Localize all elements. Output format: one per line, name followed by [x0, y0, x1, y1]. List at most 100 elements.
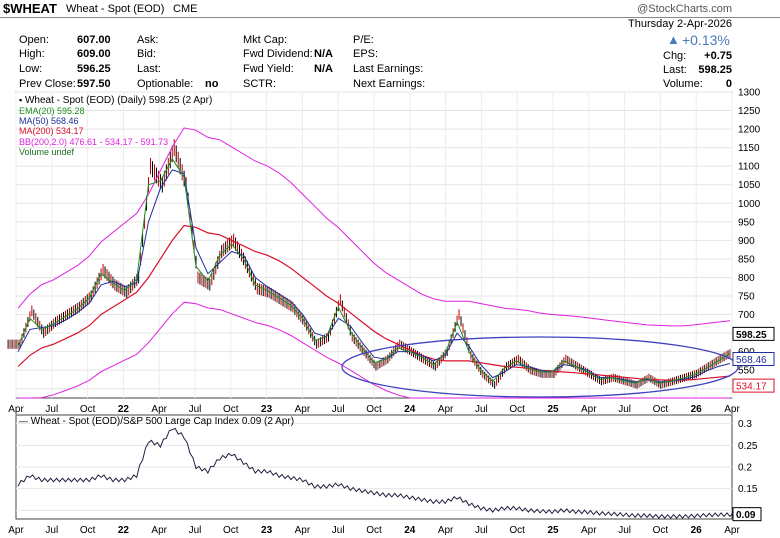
ratio-x-tick-label: Apr	[8, 525, 24, 536]
ratio-x-tick-label: Apr	[438, 525, 454, 536]
main-grid	[15, 91, 733, 398]
watermark: @StockCharts.com	[637, 3, 732, 15]
main-x-tick-label: Apr	[438, 404, 454, 415]
main-y-tick-label: 1050	[738, 180, 761, 191]
main-x-tick-label: Oct	[80, 404, 96, 415]
exchange: CME	[173, 3, 198, 15]
ratio-legend-icon: —	[19, 416, 28, 426]
ratio-x-tick-label: Apr	[724, 525, 740, 536]
main-y-tick-label: 550	[738, 366, 755, 377]
chg-label: Chg:	[663, 50, 687, 62]
ratio-tag-label: 0.09	[736, 510, 756, 521]
prev-close-value: 597.50	[77, 78, 111, 90]
main-x-tick-label: 22	[118, 404, 130, 415]
main-x-tick-label: Apr	[151, 404, 167, 415]
main-y-axis: 5005506006507007508008509009501000105011…	[738, 88, 761, 396]
ratio-x-tick-label: Oct	[509, 525, 525, 536]
ratio-legend: — Wheat - Spot (EOD)/S&P 500 Large Cap I…	[19, 416, 294, 427]
main-x-tick-label: Jul	[618, 404, 631, 415]
price-tag-box	[732, 352, 775, 367]
price-tag-label: 568.46	[736, 355, 767, 366]
low-value: 596.25	[77, 63, 111, 75]
main-y-tick-label: 1100	[738, 162, 760, 173]
ratio-x-tick-label: Apr	[151, 525, 167, 536]
ratio-series-line	[17, 427, 740, 519]
optionable-value: no	[205, 78, 219, 90]
volume-label: Volume:	[663, 78, 703, 90]
ratio-y-axis: 0.10.150.20.250.3	[738, 419, 758, 517]
symbol: $WHEAT	[3, 1, 57, 16]
ratio-x-tick-label: 22	[118, 525, 130, 536]
last-label: Last:	[137, 63, 161, 75]
main-y-tick-label: 950	[738, 217, 755, 228]
ratio-x-tick-label: Jul	[332, 525, 345, 536]
optionable-label: Optionable:	[137, 78, 194, 90]
legend-volume: Volume undef	[19, 147, 75, 157]
main-x-tick-label: 24	[404, 404, 416, 415]
ratio-x-tick-label: Jul	[45, 525, 58, 536]
main-x-tick-label: Oct	[223, 404, 239, 415]
bid-label: Bid:	[137, 48, 156, 60]
volume-value: 0	[725, 78, 732, 90]
chg-value: +0.75	[704, 50, 732, 62]
main-x-tick-label: 23	[261, 404, 273, 415]
main-x-axis: Apr Jul Oct 22 Apr Jul Oct 23 Apr Jul Oct 24 Apr Jul O…	[8, 404, 740, 415]
legend-ema20: EMA(20) 595.28	[19, 106, 85, 116]
main-x-tick-label: Jul	[189, 404, 202, 415]
fwd-dividend-value: N/A	[314, 48, 333, 60]
ratio-x-tick-label: 23	[261, 525, 273, 536]
main-x-tick-label: 25	[547, 404, 559, 415]
main-y-tick-label: 900	[738, 236, 755, 247]
legend-ma50: MA(50) 568.46	[19, 116, 79, 126]
main-y-tick-label: 700	[738, 310, 755, 321]
ratio-x-axis: Apr Jul Oct 22 Apr Jul Oct 23 Apr Jul Oct 24 Apr Jul O…	[8, 525, 740, 536]
ratio-x-tick-label: 24	[404, 525, 416, 536]
main-x-tick-label: Oct	[366, 404, 382, 415]
up-arrow-icon: ▲	[667, 32, 680, 47]
high-label: High:	[19, 48, 45, 60]
main-legend-title: ▪ Wheat - Spot (EOD) (Daily) 598.25 (2 A…	[19, 95, 212, 106]
ratio-x-tick-label: Jul	[618, 525, 631, 536]
instrument-name: Wheat - Spot (EOD)	[66, 3, 165, 15]
eps-label: EPS:	[353, 48, 379, 60]
last-price-value: 598.25	[698, 64, 732, 76]
main-y-tick-label: 750	[738, 292, 755, 303]
change-percent: +0.13%	[682, 32, 730, 48]
ratio-x-tick-label: Oct	[366, 525, 382, 536]
main-x-tick-label: Apr	[295, 404, 311, 415]
main-x-tick-label: Oct	[653, 404, 669, 415]
ratio-tag-box	[732, 507, 762, 522]
main-y-tick-label: 1150	[738, 143, 760, 154]
fwd-yield-label: Fwd Yield:	[243, 63, 294, 75]
ratio-y-tick-label: 0.2	[738, 463, 752, 474]
fwd-dividend-label: Fwd Dividend:	[243, 48, 313, 60]
header-divider	[0, 17, 780, 18]
main-legend-text: Wheat - Spot (EOD) (Daily) 598.25 (2 Apr…	[24, 95, 213, 106]
main-y-tick-label: 850	[738, 254, 755, 265]
price-tag-box	[732, 326, 775, 341]
pe-label: P/E:	[353, 34, 374, 46]
ratio-x-tick-label: Oct	[653, 525, 669, 536]
high-value: 609.00	[77, 48, 111, 60]
ratio-y-tick-label: 0.15	[738, 484, 758, 495]
last-earnings-label: Last Earnings:	[353, 63, 424, 75]
ratio-x-tick-label: Jul	[189, 525, 202, 536]
low-label: Low:	[19, 63, 43, 75]
price-tag-box	[732, 378, 775, 393]
main-y-tick-label: 1000	[738, 199, 761, 210]
ratio-x-tick-label: 26	[691, 525, 703, 536]
main-y-tick-label: 800	[738, 273, 755, 284]
next-earnings-label: Next Earnings:	[353, 78, 426, 90]
legend-bar-icon: ▪	[19, 95, 23, 105]
sctr-label: SCTR:	[243, 78, 276, 90]
legend-bb: BB(200,2.0) 476.61 - 534.17 - 591.73	[19, 137, 169, 147]
bb-lower-line	[18, 301, 730, 399]
main-x-tick-label: 26	[691, 404, 703, 415]
ratio-line	[17, 427, 740, 519]
open-label: Open:	[19, 34, 49, 46]
indicator-lines	[17, 127, 731, 399]
ratio-tags: 0.09	[732, 507, 762, 522]
ratio-x-tick-label: Apr	[295, 525, 311, 536]
